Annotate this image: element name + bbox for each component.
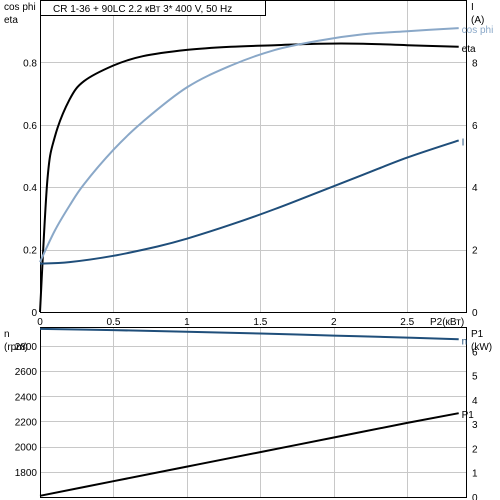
series-line-i bbox=[39, 139, 460, 265]
left-tick-label: 0.6 bbox=[23, 121, 37, 132]
plot-frame bbox=[40, 327, 467, 498]
right-axis-label: (A) bbox=[471, 15, 484, 26]
title-box bbox=[40, 0, 266, 16]
left-tick-label: 0.8 bbox=[23, 58, 37, 69]
right-tick-label: 0 bbox=[472, 308, 478, 319]
left-axis-label: (rpm) bbox=[4, 342, 28, 353]
right-axis-label: I bbox=[471, 2, 474, 13]
chart-title: CR 1-36 + 90LC 2.2 кВт 3* 400 V, 50 Hz bbox=[53, 4, 232, 15]
left-axis-label: cos phi bbox=[4, 2, 36, 13]
left-tick-label: 2200 bbox=[15, 417, 38, 428]
left-tick-label: 0.4 bbox=[23, 183, 37, 194]
right-tick-label: 2 bbox=[472, 246, 478, 257]
right-tick-label: 8 bbox=[472, 58, 478, 69]
plot-frame bbox=[40, 0, 467, 313]
left-tick-label: 0.2 bbox=[23, 246, 37, 257]
left-axis-label: eta bbox=[4, 15, 18, 26]
right-axis-label: P1 bbox=[471, 329, 484, 340]
right-tick-label: 3 bbox=[472, 420, 478, 431]
left-tick-label: 1800 bbox=[15, 468, 38, 479]
right-tick-label: 2 bbox=[472, 444, 478, 455]
series-label-cos-phi: cos phi bbox=[462, 25, 494, 36]
x-tick-label: 2 bbox=[331, 317, 337, 328]
x-tick-label: 1.5 bbox=[253, 317, 267, 328]
left-tick-label: 2400 bbox=[15, 392, 38, 403]
right-tick-label: 6 bbox=[472, 347, 478, 358]
left-tick-label: 2000 bbox=[15, 443, 38, 454]
x-axis-label: P2(кВт) bbox=[430, 317, 464, 328]
right-tick-label: 4 bbox=[472, 396, 478, 407]
x-tick-label: 0.5 bbox=[106, 317, 120, 328]
right-tick-label: 0 bbox=[472, 493, 478, 500]
left-tick-label: 2800 bbox=[15, 342, 38, 353]
right-tick-label: 1 bbox=[472, 469, 478, 480]
series-line-n bbox=[39, 327, 459, 341]
left-tick-label: 0 bbox=[31, 308, 37, 319]
series-label-eta: eta bbox=[462, 44, 476, 55]
bottom-chart-panel: n (rpm) P1 (kW) 1800 2000 2200 2400 2600 2800 0 1 2 3… bbox=[4, 327, 492, 500]
series-line-cos-phi bbox=[39, 27, 459, 263]
series-label-n: n bbox=[462, 336, 468, 347]
left-axis-label: n bbox=[4, 329, 10, 340]
series-line-p1 bbox=[39, 412, 459, 497]
top-chart-panel: cos phi eta I (A) 0 0.2 0.4 0.6 0.8 0 2 4 6 8 0 0.5 1 1.5… bbox=[4, 0, 493, 328]
right-tick-label: 6 bbox=[472, 121, 478, 132]
x-tick-label: 2.5 bbox=[400, 317, 414, 328]
right-tick-label: 5 bbox=[472, 372, 478, 383]
series-label-p1: P1 bbox=[462, 410, 475, 421]
x-tick-label: 1 bbox=[184, 317, 190, 328]
left-tick-label: 2600 bbox=[15, 367, 38, 378]
x-tick-label: 0 bbox=[37, 317, 43, 328]
series-label-i: I bbox=[462, 137, 465, 148]
right-tick-label: 4 bbox=[472, 183, 478, 194]
series-line-eta bbox=[39, 42, 459, 313]
right-axis-label: (kW) bbox=[471, 342, 492, 353]
